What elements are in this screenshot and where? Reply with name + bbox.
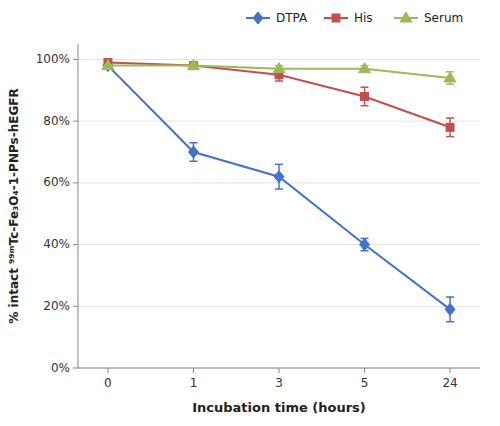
x-axis-label: Incubation time (hours) [192,400,366,415]
y-tick-label: 100% [36,52,70,66]
legend-marker [253,12,263,24]
error-cap [361,86,369,88]
chart-svg: 0% 20% 40% 60% 80% 100% 0 1 3 5 24 Incubation time … [0,0,500,426]
x-tick [279,368,280,373]
grid-line [78,59,480,60]
grid-line [78,121,480,122]
y-tick-label: 80% [43,114,70,128]
marker [361,92,369,100]
error-cap [446,321,454,323]
x-ticks: 0 1 3 5 24 [104,368,458,390]
x-tick [364,368,365,373]
plot-area [102,59,456,322]
legend-label: His [354,11,373,25]
marker [274,171,284,183]
x-tick-label: 1 [190,376,198,390]
x-tick [450,368,451,373]
error-cap [275,164,283,166]
series [103,60,455,322]
legend-item: Serum [394,11,463,25]
marker [444,72,456,82]
series-line [108,66,450,310]
error-cap [446,117,454,119]
error-cap [189,161,197,163]
error-cap [275,188,283,190]
x-tick [107,368,108,373]
y-tick [73,59,78,60]
legend-item: DTPA [246,11,308,25]
marker [445,303,455,315]
y-tick-label: 40% [43,237,70,251]
error-cap [189,142,197,144]
error-cap [275,80,283,82]
error-cap [446,136,454,138]
marker [188,146,198,158]
error-bar [361,238,369,250]
error-bar [446,297,454,322]
marker [446,123,454,131]
y-tick [73,182,78,183]
y-tick-label: 20% [43,299,70,313]
error-bar [361,87,369,106]
legend: DTPA His Serum [246,11,463,25]
x-tick [193,368,194,373]
error-bar [446,118,454,137]
legend-item: His [324,11,373,25]
marker [273,63,285,73]
y-tick [73,244,78,245]
legend-marker [332,14,340,22]
y-tick-label: 0% [51,361,70,375]
series [104,59,454,137]
grid-line [78,244,480,245]
y-tick-label: 60% [43,175,70,189]
series-line [108,63,450,128]
y-axis-line [78,44,79,368]
legend-label: DTPA [276,11,308,25]
y-ticks: 0% 20% 40% 60% 80% 100% [36,52,78,375]
legend-marker [400,12,412,22]
y-tick [73,121,78,122]
y-grid [78,59,480,368]
chart-container: 0% 20% 40% 60% 80% 100% 0 1 3 5 24 Incubation time … [0,0,500,426]
x-tick-label: 0 [104,376,112,390]
series [102,60,456,85]
error-cap [446,296,454,298]
x-tick-label: 5 [361,376,369,390]
marker [102,60,114,70]
x-tick-label: 24 [442,376,457,390]
marker [187,60,199,70]
legend-label: Serum [424,11,463,25]
grid-line [78,306,480,307]
error-cap [361,105,369,107]
error-bar [275,164,283,189]
marker [359,63,371,73]
marker [360,239,370,251]
error-cap [446,83,454,85]
error-bar [189,143,197,162]
y-tick [73,306,78,307]
y-tick [73,368,78,369]
x-tick-label: 3 [275,376,283,390]
y-axis-label: % intact ⁹⁹ᵐTc-Fe₃O₄-1-PNPs-hEGFR [7,88,21,323]
